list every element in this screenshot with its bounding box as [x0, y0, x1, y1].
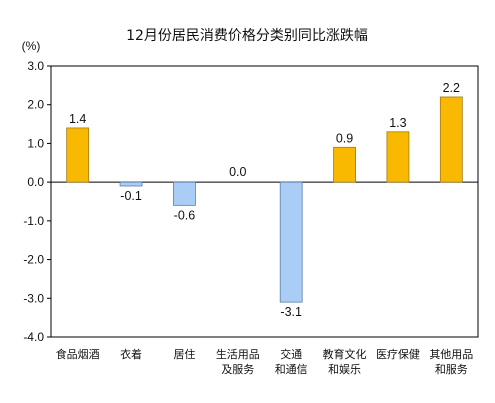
- chart-title: 12月份居民消费价格分类别同比涨跌幅: [126, 28, 368, 44]
- x-category-label: 和通信: [275, 363, 308, 376]
- x-category-label: 交通: [280, 347, 302, 361]
- x-category-label: 衣着: [120, 347, 142, 361]
- plot-frame: [50, 65, 479, 338]
- data-label: 1.4: [69, 112, 86, 126]
- y-tick-label: -1.0: [23, 214, 44, 228]
- bar: [279, 181, 303, 303]
- bar: [439, 96, 463, 183]
- data-label: 0.9: [336, 131, 353, 145]
- x-category-label: 及服务: [221, 363, 254, 376]
- x-category-label: 教育文化: [323, 347, 367, 361]
- data-label: 1.3: [389, 116, 406, 130]
- data-label: 2.2: [443, 81, 460, 95]
- bar: [66, 127, 90, 183]
- y-tick-label: 3.0: [27, 59, 44, 73]
- x-category-label: 食品烟酒: [56, 347, 100, 361]
- bar: [173, 181, 196, 206]
- data-label: -0.6: [174, 208, 196, 222]
- data-label: -3.1: [280, 305, 302, 319]
- y-tick-label: 2.0: [27, 98, 44, 112]
- x-category-label: 其他用品: [429, 348, 473, 361]
- plot-area: 3.0 2.0 1.0 0.0 -1.0 -2.0 -3.0 -4.0 1.4 食品烟酒 -0.1 衣…: [23, 59, 479, 376]
- y-tick-label: 0.0: [27, 175, 44, 189]
- data-label: -0.1: [120, 189, 142, 203]
- bar: [119, 181, 143, 187]
- y-tick-label: -2.0: [23, 253, 44, 267]
- y-tick-label: 1.0: [27, 136, 44, 150]
- data-label: 0.0: [229, 165, 246, 179]
- x-category-label: 和服务: [435, 363, 468, 376]
- y-tick-label: -3.0: [23, 291, 44, 305]
- bar: [333, 146, 356, 183]
- x-category-label: 生活用品: [216, 347, 260, 361]
- y-unit-label: (%): [22, 39, 41, 53]
- x-category-label: 居住: [173, 347, 195, 361]
- x-category-label: 和娱乐: [328, 362, 361, 376]
- x-category-label: 医疗保健: [376, 347, 420, 361]
- y-tick-label: -4.0: [23, 330, 44, 344]
- bar: [386, 131, 410, 183]
